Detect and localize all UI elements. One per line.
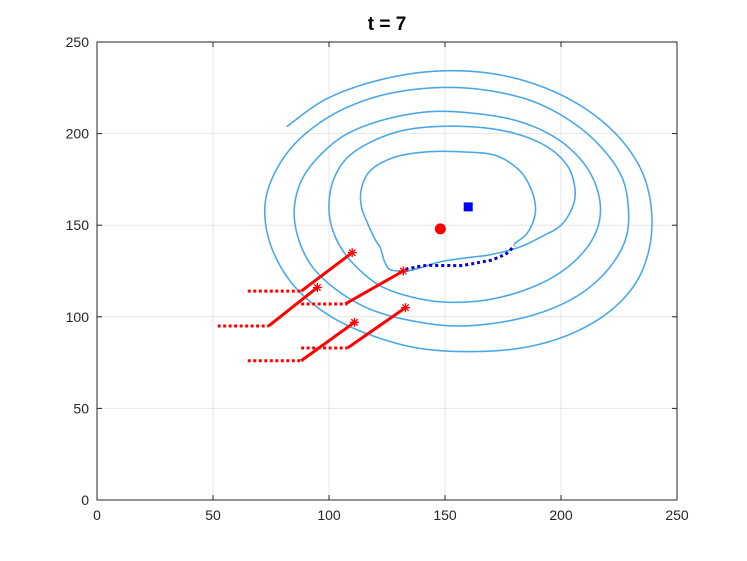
agent-star-marker <box>347 248 357 258</box>
star-stroke <box>313 283 322 292</box>
spiral-trajectory <box>263 69 653 353</box>
agent-star-marker <box>398 266 408 276</box>
y-tick-label: 150 <box>66 217 90 233</box>
agent-current-line <box>300 251 354 293</box>
agent-star-marker <box>401 303 411 313</box>
chart-title: t = 7 <box>368 14 407 35</box>
x-tick-label: 150 <box>433 507 457 523</box>
y-tick-label: 100 <box>66 309 90 325</box>
y-tick-label: 50 <box>73 400 89 416</box>
x-tick-label: 50 <box>205 507 221 523</box>
x-tick-label: 200 <box>549 507 573 523</box>
star-stroke <box>401 303 410 312</box>
agent-current-line <box>344 269 404 306</box>
plot-background <box>97 42 677 500</box>
x-tick-label: 250 <box>665 507 689 523</box>
agent-current-line <box>300 321 356 362</box>
y-tick-label: 200 <box>66 126 90 142</box>
agent-star-marker <box>350 317 360 327</box>
axes: 0 50 100 150 200 250 0 50 100 150 200 250 <box>66 34 689 523</box>
star-stroke <box>350 318 359 326</box>
x-tick-label: 0 <box>93 507 101 523</box>
agent-current-line <box>346 306 407 350</box>
data-layer <box>217 69 653 363</box>
target-trail <box>405 244 516 271</box>
agent-star-marker <box>312 282 322 292</box>
agent-current-line <box>267 286 319 328</box>
star-stroke <box>399 267 407 275</box>
star-stroke <box>348 249 356 257</box>
grid <box>97 42 677 500</box>
agent-centroid-marker <box>434 223 446 235</box>
target-marker <box>463 202 473 212</box>
y-tick-label: 250 <box>66 34 90 50</box>
x-tick-label: 100 <box>317 507 341 523</box>
y-tick-label: 0 <box>81 492 89 508</box>
axes-box <box>96 41 678 501</box>
